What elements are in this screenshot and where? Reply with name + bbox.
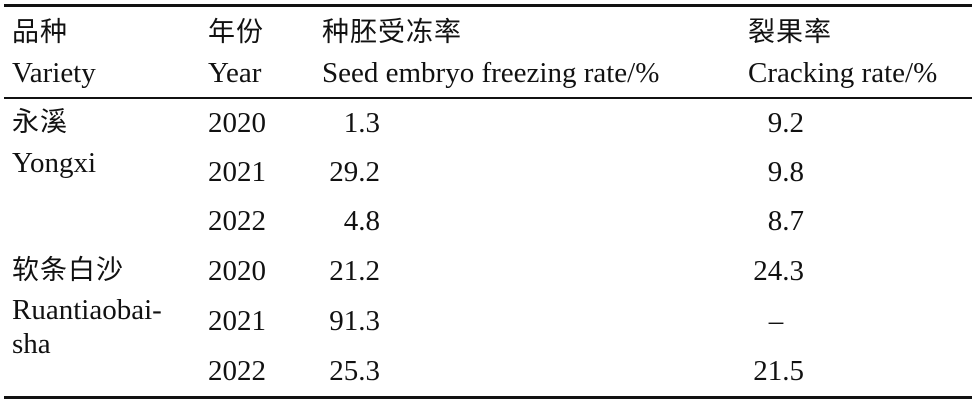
freezing-rate-cell: 91.3	[329, 305, 380, 337]
header-cracking-en: Cracking rate/%	[748, 57, 938, 89]
year-cell: 2021	[208, 305, 266, 337]
header-variety-en: Variety	[12, 57, 96, 89]
cracking-rate-cell: 24.3	[753, 255, 804, 287]
year-cell: 2022	[208, 355, 266, 387]
freezing-rate-cell: 4.8	[343, 205, 380, 237]
variety-name-en-line1: Ruantiaobai-	[12, 294, 162, 326]
header-freezing-en: Seed embryo freezing rate/%	[322, 57, 660, 89]
year-cell: 2020	[208, 107, 266, 139]
freezing-rate-cell: 29.2	[329, 156, 380, 188]
variety-name-zh: 永溪	[12, 107, 68, 138]
bottom-rule	[4, 396, 972, 399]
year-cell: 2020	[208, 255, 266, 287]
header-year-en: Year	[208, 57, 262, 89]
variety-name-en: Yongxi	[12, 147, 97, 179]
header-freezing-zh: 种胚受冻率	[322, 17, 462, 48]
freezing-rate-cell: 21.2	[329, 255, 380, 287]
header-cracking-zh: 裂果率	[748, 17, 832, 48]
cracking-rate-cell: 9.8	[767, 156, 804, 188]
top-rule	[4, 4, 972, 7]
year-cell: 2021	[208, 156, 266, 188]
variety-name-en-line2: sha	[12, 328, 51, 360]
cracking-rate-cell: –	[768, 305, 784, 337]
cracking-rate-cell: 8.7	[767, 205, 804, 237]
freezing-rate-cell: 1.3	[343, 107, 380, 139]
freezing-rate-cell: 25.3	[329, 355, 380, 387]
variety-name-zh: 软条白沙	[12, 255, 124, 286]
header-variety-zh: 品种	[12, 17, 68, 48]
header-rule	[4, 97, 972, 99]
year-cell: 2022	[208, 205, 266, 237]
header-year-zh: 年份	[208, 17, 264, 48]
cracking-rate-cell: 21.5	[753, 355, 804, 387]
cracking-rate-cell: 9.2	[767, 107, 804, 139]
